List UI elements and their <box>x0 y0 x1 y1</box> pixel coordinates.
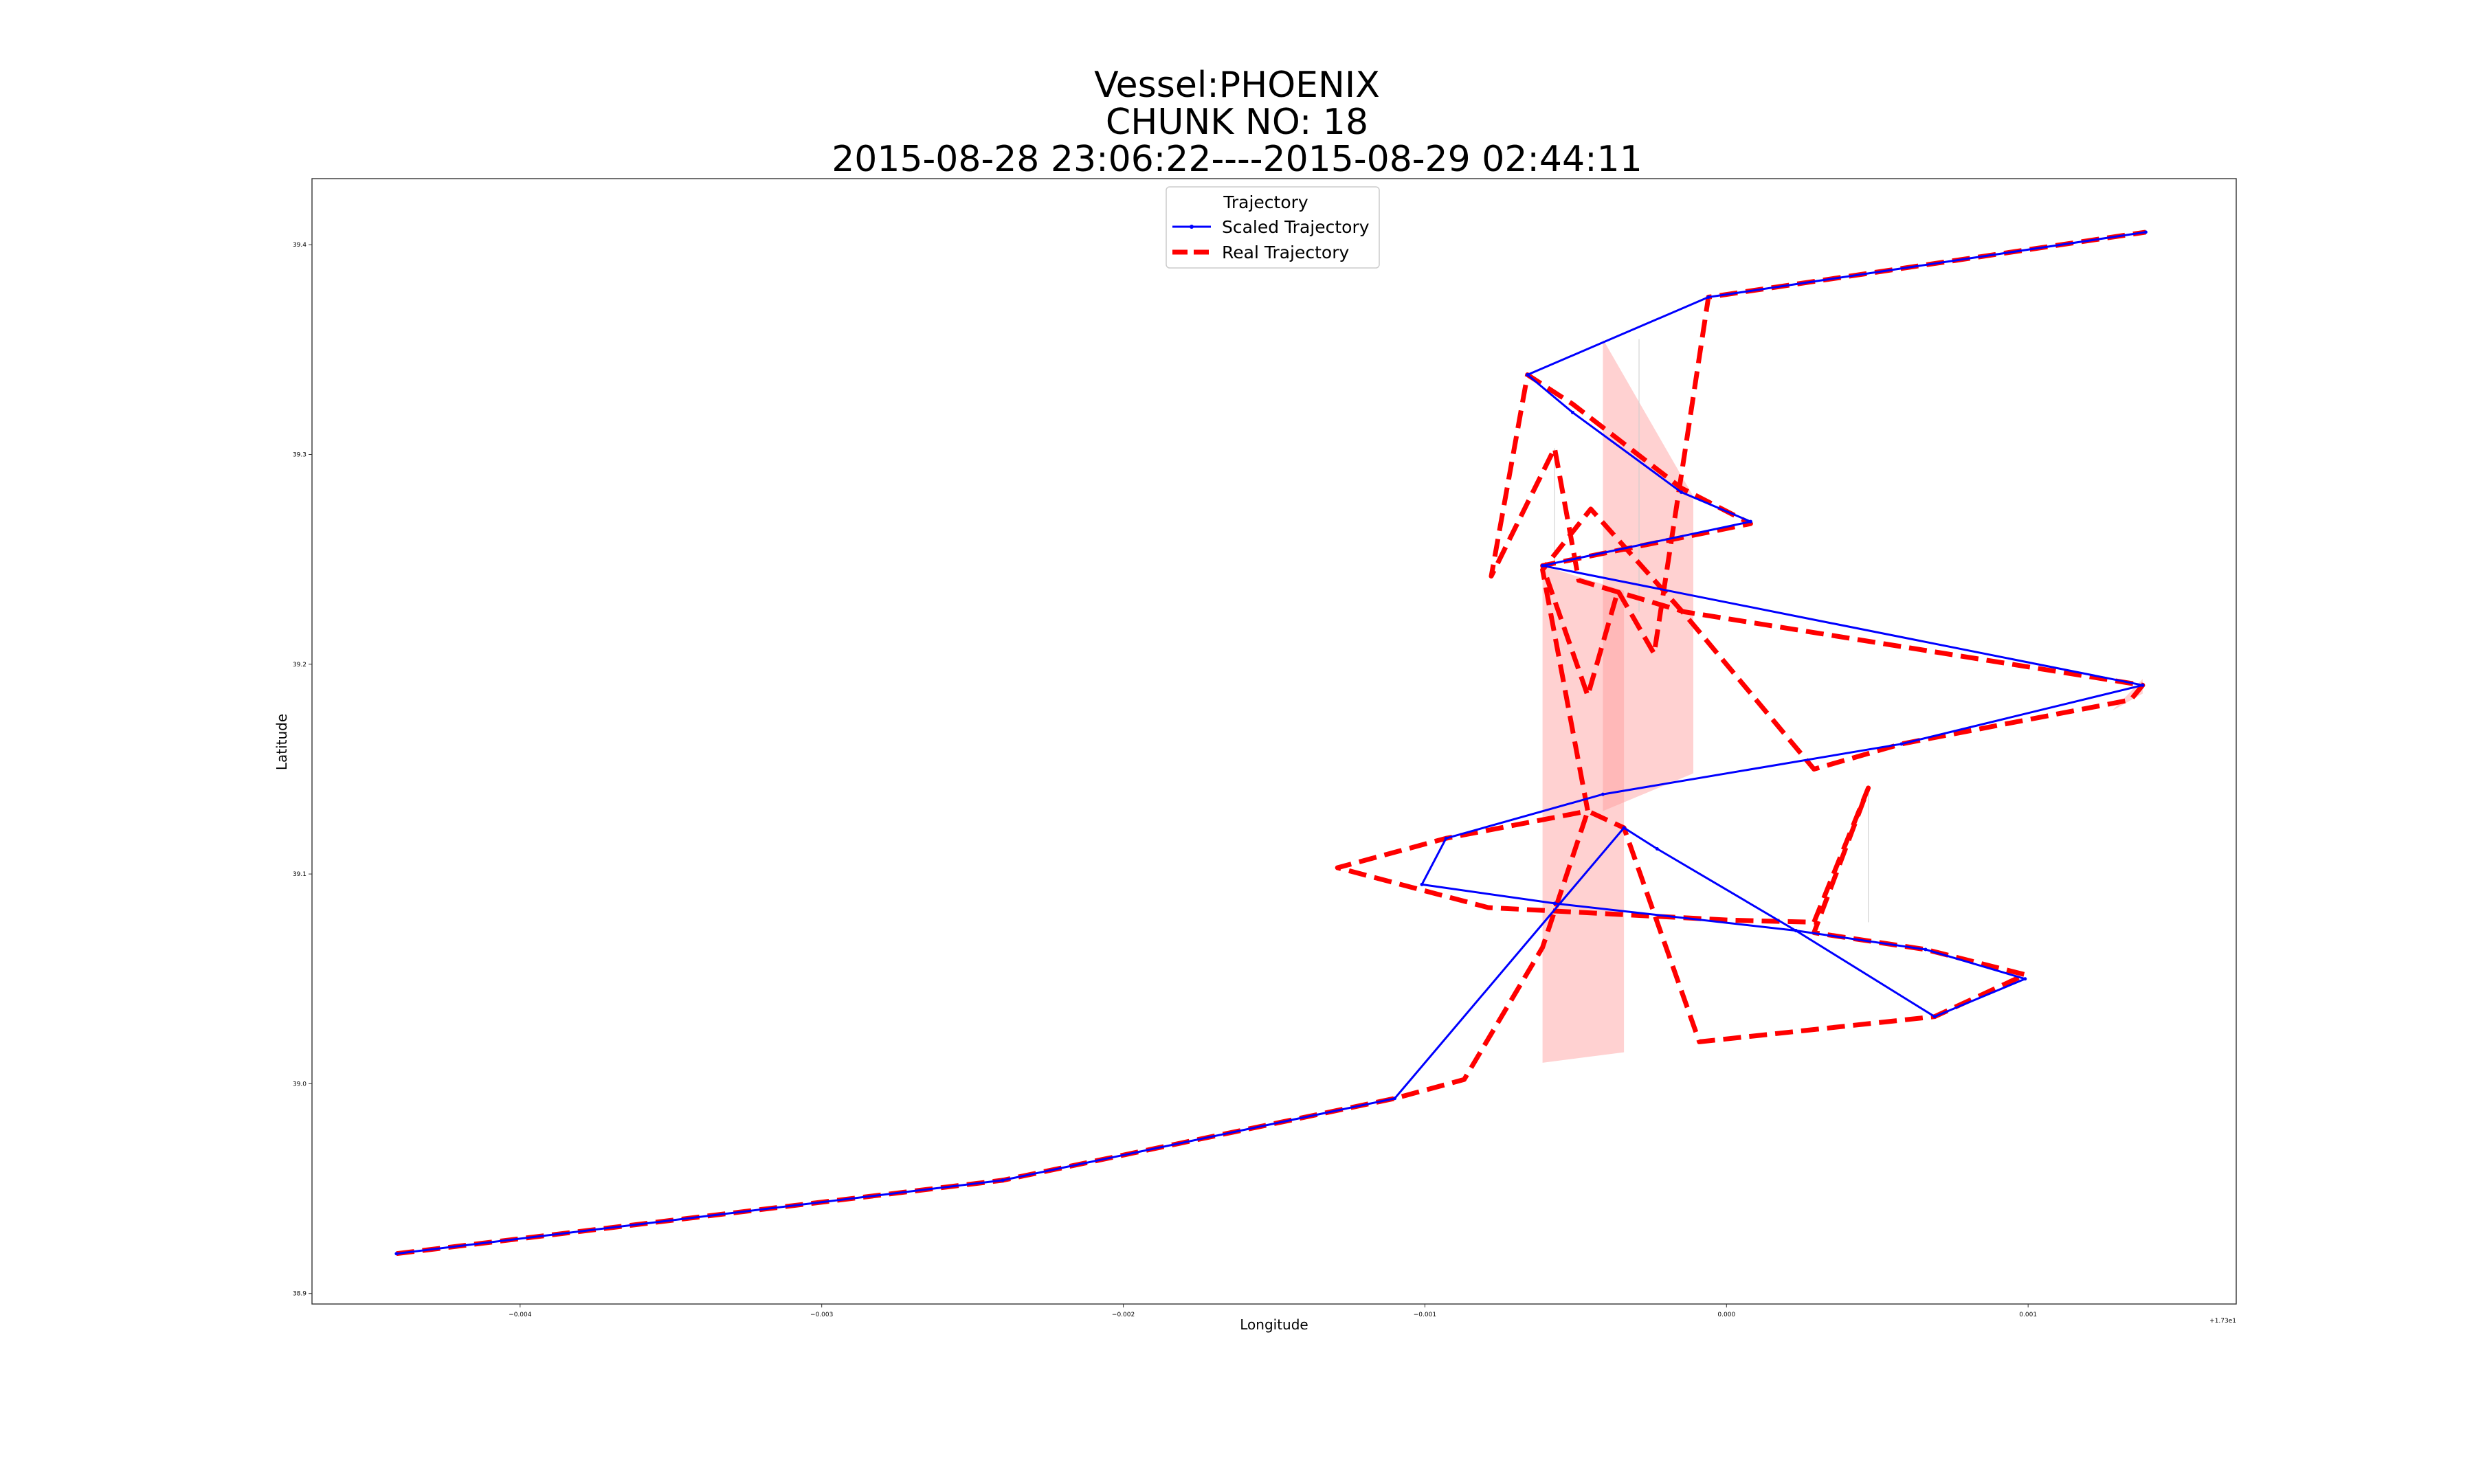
y-tick-label: 39.4 <box>293 242 307 249</box>
band-layer <box>1542 339 2143 1063</box>
x-tick-label: 0.001 <box>2019 1312 2037 1318</box>
legend-real-label: Real Trajectory <box>1222 243 1349 262</box>
series-line-scaled-trajectory <box>396 231 2146 1255</box>
chart-title: Vessel:PHOENIX <box>1094 65 1380 106</box>
y-tick-label: 39.1 <box>293 871 307 878</box>
x-tick-label: −0.002 <box>1112 1312 1135 1318</box>
legend-title: Trajectory <box>1223 192 1308 212</box>
uncertainty-band-1 <box>1603 339 1693 811</box>
scaled-point-11 <box>1420 882 1424 886</box>
legend-scaled-marker <box>1190 225 1194 229</box>
scaled-point-12 <box>1444 836 1448 840</box>
plot-frame <box>311 178 2237 1305</box>
scaled-point-9 <box>1794 929 1798 933</box>
y-tick-label: 38.9 <box>293 1291 307 1298</box>
scaled-point-6 <box>1932 1015 1937 1019</box>
scaled-point-16 <box>1541 563 1545 567</box>
chart-time-range: 2015-08-28 23:06:22----2015-08-29 02:44:… <box>832 139 1642 180</box>
tick-layer: −0.004 −0.003 −0.002 −0.001 0.000 0.001 38.9 39… <box>293 242 2037 1318</box>
scaled-point-0 <box>394 1252 399 1256</box>
y-tick-label: 39.2 <box>293 662 307 668</box>
scaled-point-18 <box>1679 490 1683 494</box>
uncertainty-band-0 <box>1542 565 1625 1063</box>
scaled-point-22 <box>2143 230 2148 234</box>
x-offset-label: +1.73e1 <box>2209 1318 2236 1325</box>
legend-box <box>1166 186 1380 269</box>
scaled-point-3 <box>1622 826 1626 830</box>
y-tick-label: 39.0 <box>293 1081 307 1088</box>
x-tick-label: −0.001 <box>1414 1312 1436 1318</box>
x-tick-label: −0.004 <box>509 1312 532 1318</box>
legend: Trajectory Scaled Trajectory Real Trajec… <box>1166 186 1380 269</box>
scaled-point-7 <box>2023 977 2027 981</box>
y-tick-label: 39.3 <box>293 451 307 458</box>
scaled-point-8 <box>1924 947 1928 952</box>
scaled-point-19 <box>1570 410 1574 414</box>
scaled-point-2 <box>1393 1097 1397 1101</box>
x-tick-label: −0.003 <box>810 1312 833 1318</box>
x-tick-label: 0.000 <box>1717 1312 1735 1318</box>
series-line-real-trajectory <box>396 229 2146 1257</box>
scaled-point-21 <box>1706 295 1710 300</box>
x-axis-label: Longitude <box>1240 1316 1308 1333</box>
scaled-point-1 <box>1001 1178 1005 1182</box>
scaled-point-10 <box>1552 901 1557 906</box>
scaled-point-4 <box>1655 846 1659 851</box>
scaled-point-17 <box>1748 519 1752 524</box>
scaled-point-15 <box>2141 683 2145 687</box>
scaled-point-20 <box>1526 372 1530 376</box>
series-layer <box>394 229 2148 1257</box>
y-axis-label: Latitude <box>274 714 290 770</box>
legend-scaled-label: Scaled Trajectory <box>1222 217 1370 237</box>
chart-subtitle: CHUNK NO: 18 <box>1105 102 1369 143</box>
scaled-point-13 <box>1601 792 1605 796</box>
scaled-point-14 <box>1899 742 1904 746</box>
